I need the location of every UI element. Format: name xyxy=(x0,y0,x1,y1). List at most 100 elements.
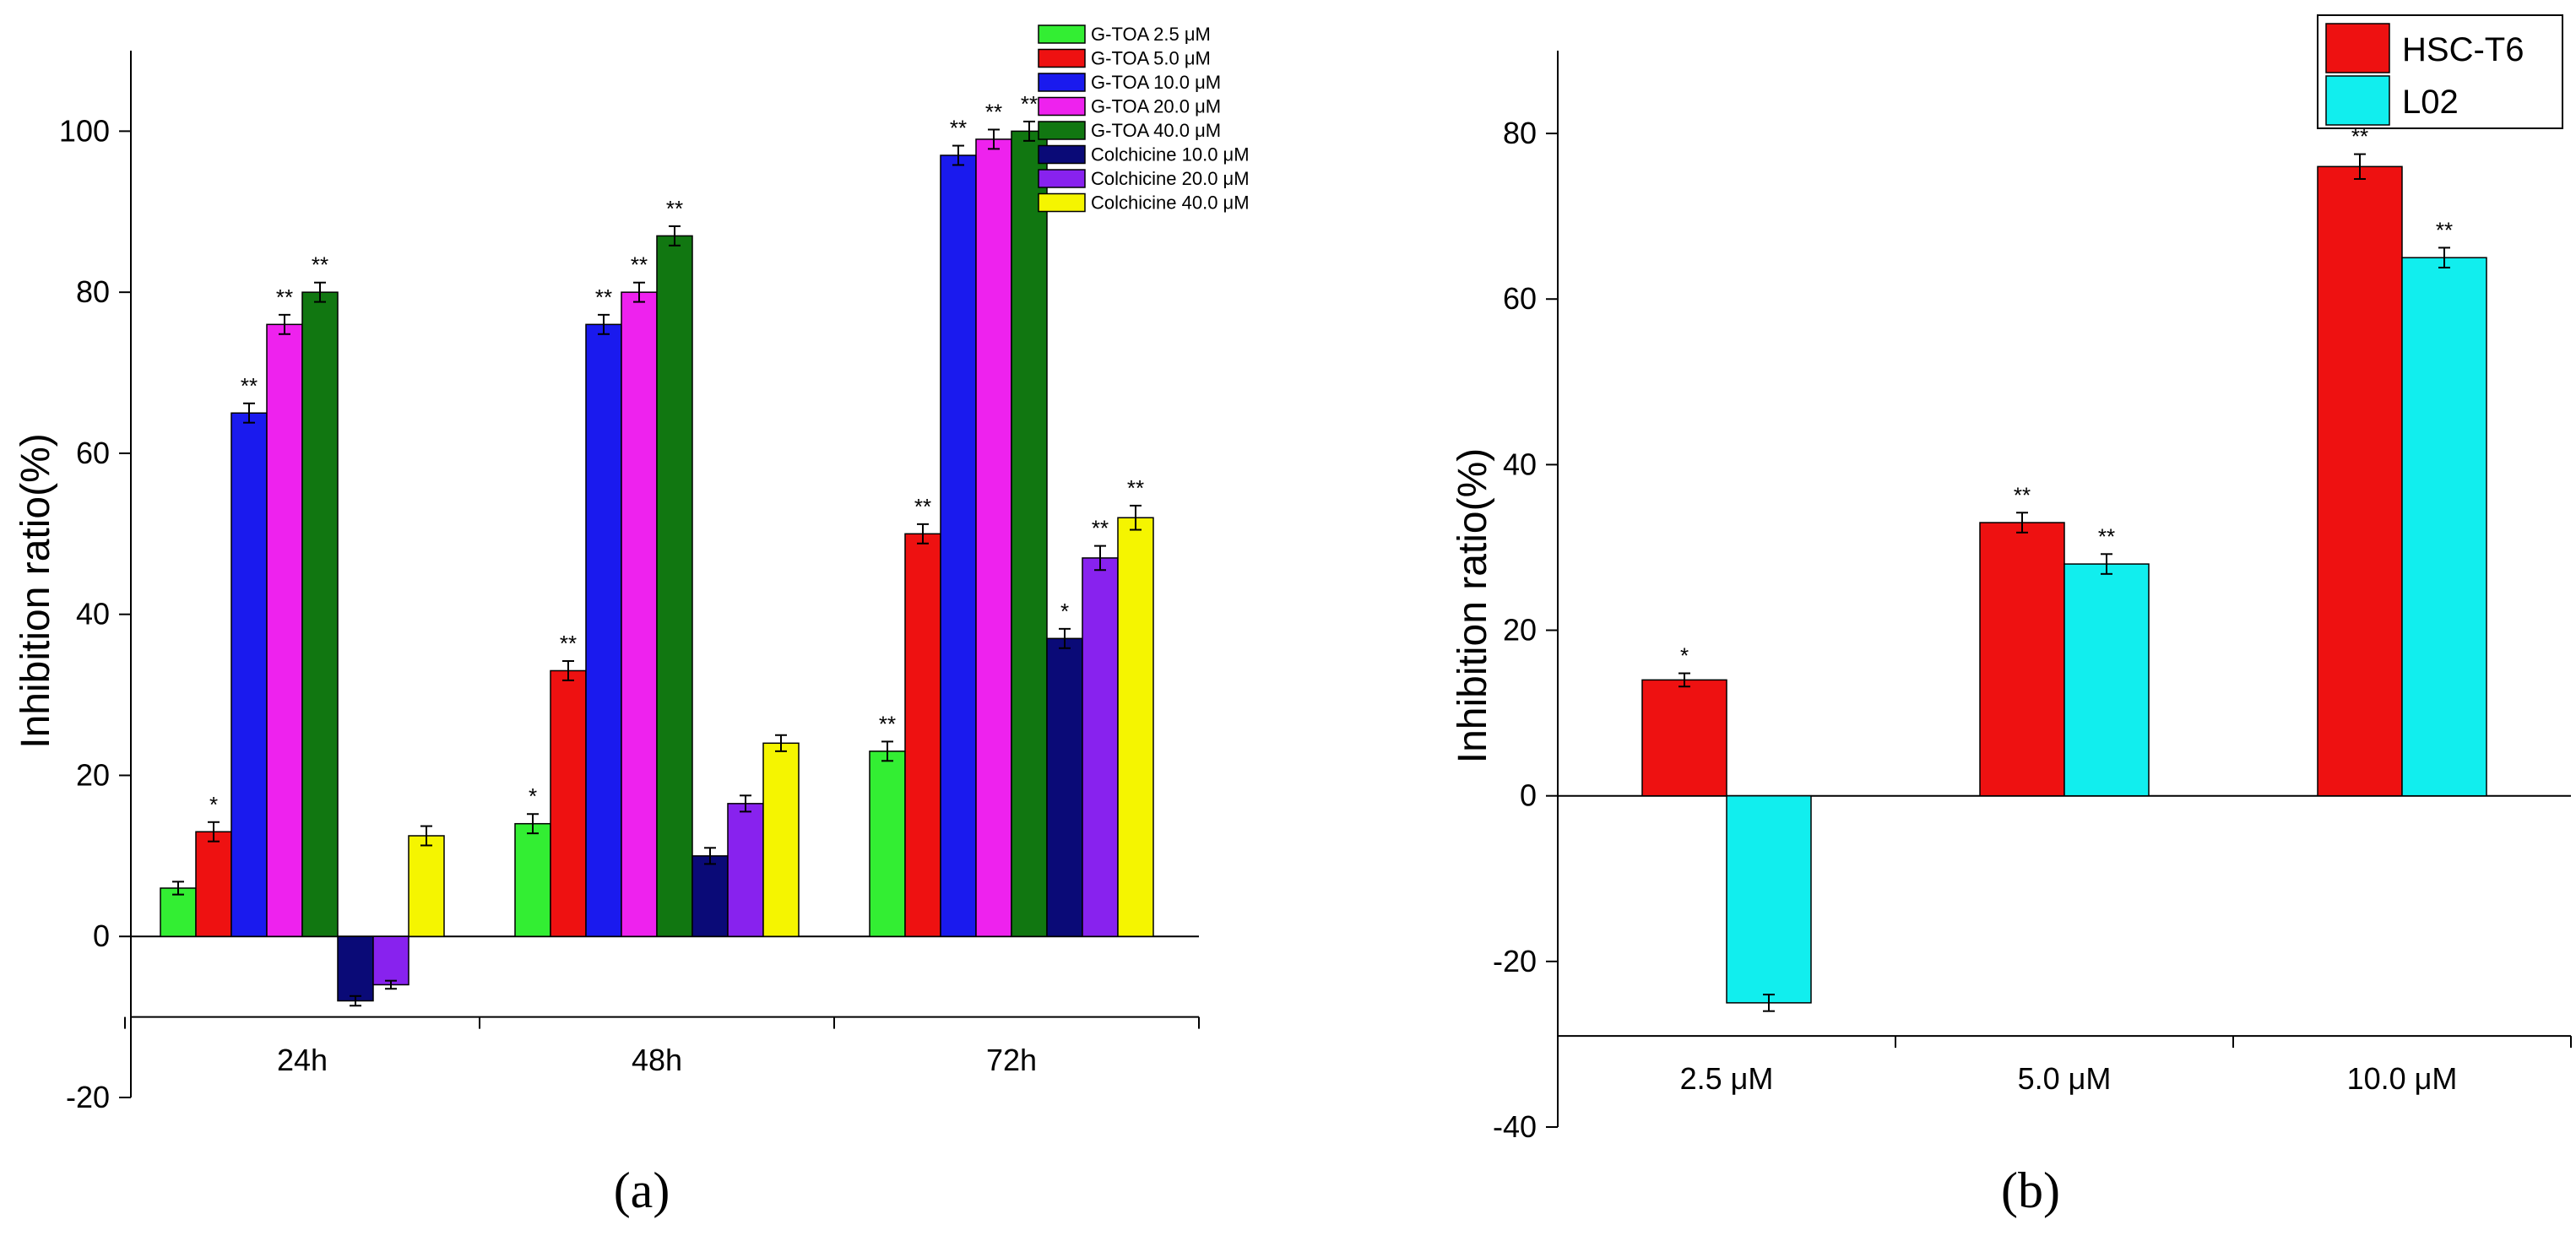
bar xyxy=(1979,522,2065,797)
y-tick-label: 80 xyxy=(76,274,110,309)
bar xyxy=(2401,257,2487,797)
significance-label: ** xyxy=(631,252,648,278)
x-tick-label: 5.0 μM xyxy=(2018,1061,2112,1096)
bar xyxy=(585,323,622,937)
legend-label: Colchicine 10.0 μM xyxy=(1091,144,1250,165)
bar xyxy=(691,855,729,937)
significance-label: ** xyxy=(560,631,577,656)
significance-label: ** xyxy=(2351,124,2368,149)
bar xyxy=(195,831,232,937)
x-tick-label: 2.5 μM xyxy=(1680,1061,1774,1096)
significance-label: * xyxy=(209,792,218,817)
bar xyxy=(1011,130,1048,937)
significance-label: * xyxy=(529,783,537,809)
bar xyxy=(514,822,551,937)
y-tick-label: -20 xyxy=(1493,944,1537,978)
y-tick-label: 20 xyxy=(76,757,110,792)
significance-label: ** xyxy=(595,285,612,310)
legend-label: G-TOA 2.5 μM xyxy=(1091,24,1211,45)
bar xyxy=(727,803,764,937)
y-tick-label: 0 xyxy=(93,919,110,953)
legend-label: Colchicine 40.0 μM xyxy=(1091,192,1250,214)
bar xyxy=(656,235,693,937)
legend-label: G-TOA 10.0 μM xyxy=(1091,72,1221,93)
bar xyxy=(1046,637,1083,937)
significance-label: ** xyxy=(914,494,931,519)
significance-label: * xyxy=(1060,599,1069,624)
bar xyxy=(975,138,1012,937)
significance-label: ** xyxy=(276,285,293,310)
significance-label: ** xyxy=(950,116,967,141)
significance-label: ** xyxy=(2098,523,2115,549)
legend: HSC-T6 L02 xyxy=(2317,14,2563,129)
legend-label: G-TOA 20.0 μM xyxy=(1091,96,1221,117)
legend-swatch xyxy=(1038,48,1086,68)
legend-swatch xyxy=(1038,73,1086,92)
panel-label: (b) xyxy=(2001,1162,2060,1218)
bar xyxy=(550,669,587,937)
significance-label: * xyxy=(1680,643,1689,669)
bar xyxy=(904,533,941,937)
y-tick-label: 20 xyxy=(1503,613,1537,648)
bar xyxy=(408,835,445,937)
legend-label: G-TOA 40.0 μM xyxy=(1091,120,1221,141)
y-tick-label: 40 xyxy=(76,597,110,631)
bar xyxy=(2317,165,2403,797)
y-tick-label: 0 xyxy=(1520,778,1537,813)
y-tick-label: 40 xyxy=(1503,447,1537,481)
legend-label: L02 xyxy=(2402,84,2459,121)
bar xyxy=(337,935,374,1002)
x-tick-label: 72h xyxy=(986,1043,1037,1077)
panel-label: (a) xyxy=(614,1162,670,1218)
significance-label: ** xyxy=(312,252,328,278)
significance-label: ** xyxy=(1021,91,1038,117)
x-tick-label: 10.0 μM xyxy=(2347,1061,2458,1096)
bar xyxy=(2064,563,2150,797)
bar xyxy=(1117,517,1154,937)
legend-swatch xyxy=(1038,96,1086,117)
bar xyxy=(940,154,977,937)
significance-label: ** xyxy=(879,711,896,736)
legend-swatch xyxy=(1038,192,1086,213)
bar xyxy=(1641,679,1727,797)
legend-swatch xyxy=(1038,169,1086,188)
bar xyxy=(869,751,906,937)
bar xyxy=(1726,794,1812,1004)
legend-swatch xyxy=(2325,23,2390,73)
bar xyxy=(301,291,339,937)
y-axis-title: Inhibition ratio(%) xyxy=(1451,448,1495,764)
x-tick-label: 48h xyxy=(632,1043,682,1077)
y-tick-label: 100 xyxy=(59,113,110,148)
significance-label: ** xyxy=(666,196,683,221)
bar xyxy=(230,412,268,937)
bar xyxy=(266,323,303,937)
bar xyxy=(762,742,800,937)
legend-label: HSC-T6 xyxy=(2402,31,2524,68)
significance-label: ** xyxy=(241,373,258,398)
significance-label: ** xyxy=(1127,475,1144,501)
legend-label: G-TOA 5.0 μM xyxy=(1091,48,1211,69)
y-tick-label: -20 xyxy=(66,1080,110,1114)
legend-swatch xyxy=(1038,121,1086,140)
significance-label: ** xyxy=(1092,516,1109,541)
legend-swatch xyxy=(1038,144,1086,165)
y-tick-label: 60 xyxy=(76,436,110,470)
y-tick-label: -40 xyxy=(1493,1109,1537,1144)
legend-swatch xyxy=(1038,24,1086,44)
legend-label: Colchicine 20.0 μM xyxy=(1091,168,1250,189)
bar xyxy=(621,291,658,937)
significance-label: ** xyxy=(985,99,1002,124)
significance-label: ** xyxy=(2436,217,2453,242)
bar xyxy=(372,935,409,986)
bar xyxy=(1082,557,1119,937)
significance-label: ** xyxy=(2014,482,2031,507)
y-tick-label: 80 xyxy=(1503,116,1537,150)
legend-swatch xyxy=(2325,75,2390,126)
y-tick-label: 60 xyxy=(1503,281,1537,316)
x-tick-label: 24h xyxy=(277,1043,328,1077)
legend: G-TOA 2.5 μM G-TOA 5.0 μM G-TOA 10.0 μM G-T… xyxy=(1038,24,1250,214)
y-axis-title: Inhibition ratio(%) xyxy=(14,433,58,749)
